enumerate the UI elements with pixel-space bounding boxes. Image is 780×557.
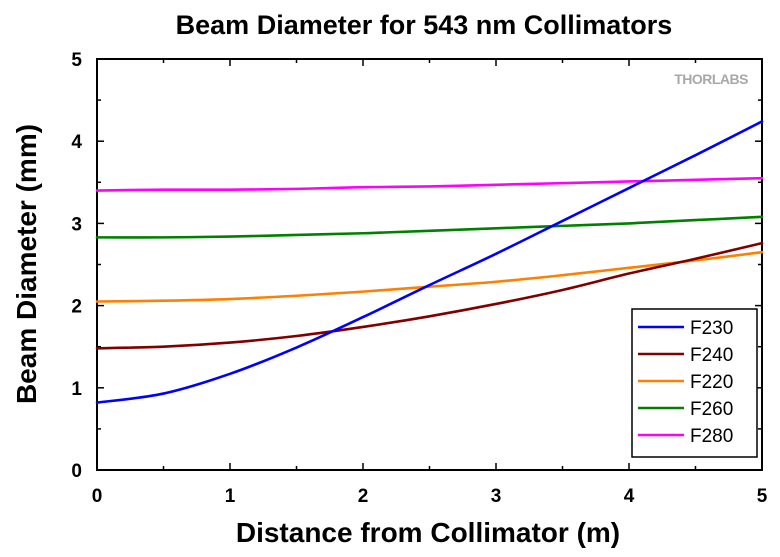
x-tick-label: 3	[491, 486, 502, 507]
series-line-f260	[95, 215, 764, 239]
legend-box	[631, 308, 758, 458]
legend-label-f240: F240	[690, 345, 733, 366]
series-line-f220	[95, 250, 764, 303]
legend: F230 F240 F220 F260 F280	[631, 308, 758, 458]
x-tick-label: 0	[92, 486, 103, 507]
y-tick-label: 1	[71, 379, 82, 400]
y-axis-label: Beam Diameter (mm)	[11, 124, 42, 404]
chart-title: Beam Diameter for 543 nm Collimators	[176, 10, 673, 40]
legend-label-f260: F260	[690, 399, 733, 420]
legend-label-f280: F280	[690, 426, 733, 447]
x-axis-label: Distance from Collimator (m)	[236, 517, 620, 548]
x-tick-label: 5	[757, 486, 768, 507]
y-tick-label: 4	[71, 132, 82, 153]
y-tick-label: 3	[71, 214, 82, 235]
y-tick-label: 2	[71, 297, 82, 318]
series-lines	[95, 120, 764, 404]
legend-label-f220: F220	[690, 372, 733, 393]
legend-label-f230: F230	[690, 318, 733, 339]
thorlabs-logo: THORLABS	[674, 71, 748, 87]
series-line-f230	[95, 120, 764, 404]
x-tick-label: 2	[358, 486, 369, 507]
y-axis-ticks: 0 1 2 3 4 5	[71, 50, 762, 482]
x-axis-ticks: 0 1 2 3 4 5	[92, 59, 768, 507]
x-tick-label: 1	[225, 486, 236, 507]
series-line-f240	[95, 241, 764, 350]
x-tick-label: 4	[624, 486, 635, 507]
y-tick-label: 0	[71, 461, 82, 482]
series-line-f280	[95, 176, 764, 192]
y-tick-label: 5	[71, 50, 82, 71]
